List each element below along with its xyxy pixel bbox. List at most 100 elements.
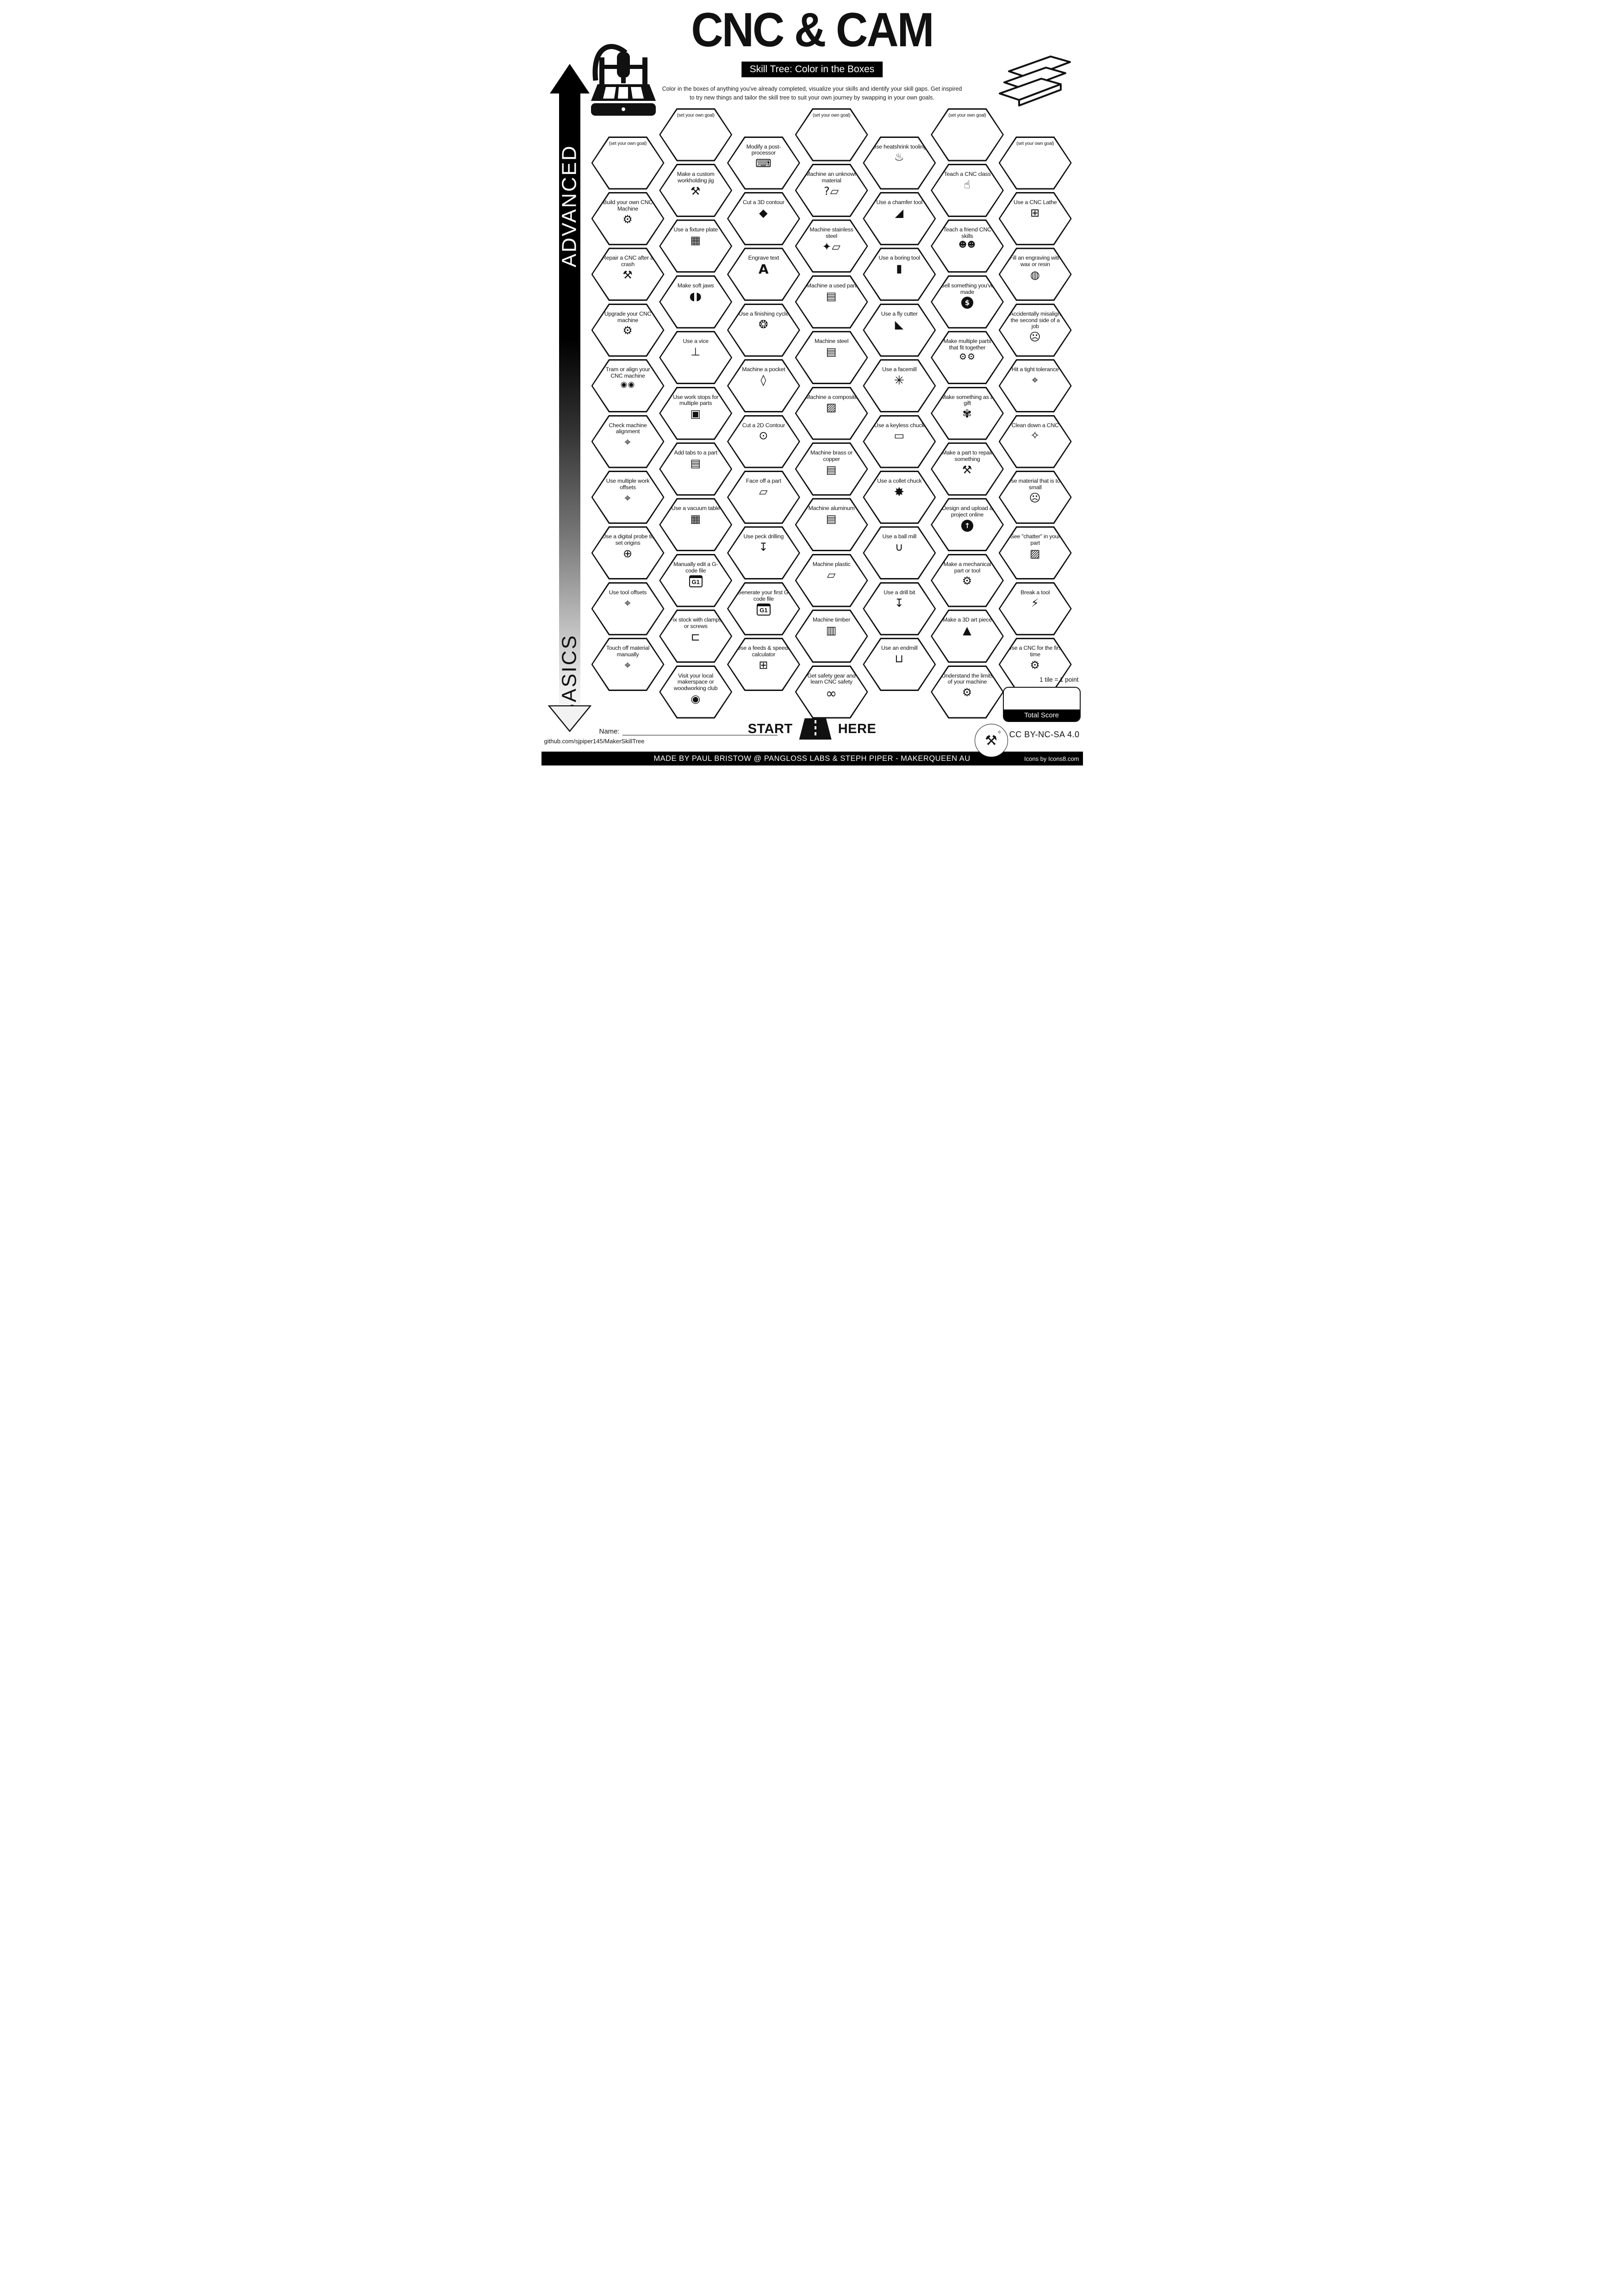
poster: CNC & CAM Skill Tree: Color in the Boxes… (541, 0, 1083, 765)
hex-set-your-own-goal[interactable]: (set your own goal) (795, 108, 868, 162)
hex-cut-a-2d-contour[interactable]: Cut a 2D Contour ⊙ (727, 415, 800, 468)
caliper-icon: ⌖ (624, 658, 631, 672)
hex-use-heatshrink-tooling[interactable]: Use heatshrink tooling ♨ (863, 136, 936, 190)
hex-understand-the-limits-of-your-machine[interactable]: Understand the limits of your machine ⚙ (931, 665, 1004, 719)
hex-machine-a-composite[interactable]: Machine a composite ▨ (795, 386, 868, 440)
hex-machine-aluminum[interactable]: Machine aluminum ▤ (795, 498, 868, 552)
hex-see-chatter-in-your-part[interactable]: See "chatter" in your part ▨ (998, 526, 1072, 580)
hex-repair-a-cnc-after-a-crash[interactable]: Repair a CNC after a crash ⚒ (591, 248, 665, 301)
caliper-icon: ⌖ (624, 436, 631, 449)
hex-machine-brass-or-copper[interactable]: Machine brass or copper ▤ (795, 442, 868, 496)
hex-teach-a-friend-cnc-skills[interactable]: Teach a friend CNC skills ☻☻ (931, 219, 1004, 273)
hex-use-a-keyless-chuck[interactable]: Use a keyless chuck ▭ (863, 415, 936, 468)
hex-machine-a-used-part[interactable]: Machine a used part ▤ (795, 275, 868, 329)
hex-tram-or-align-your-cnc-machine[interactable]: Tram or align your CNC machine ◉◉ (591, 359, 665, 413)
hex-machine-stainless-steel[interactable]: Machine stainless steel ✦▱ (795, 219, 868, 273)
cnc-mill-icon: ⚙ (962, 686, 973, 699)
hex-set-your-own-goal[interactable]: (set your own goal) (931, 108, 1004, 162)
hex-make-multiple-parts-that-fit-together[interactable]: Make multiple parts that fit together ⚙⚙ (931, 331, 1004, 385)
hex-use-a-vice[interactable]: Use a vice ⊥ (659, 331, 733, 385)
hex-set-your-own-goal[interactable]: (set your own goal) (659, 108, 733, 162)
hex-make-a-part-to-repair-something[interactable]: Make a part to repair something ⚒ (931, 442, 1004, 496)
cnc-router-machine-icon (591, 44, 656, 116)
hex-label: Cut a 2D Contour (742, 422, 785, 429)
hex-manually-edit-a-g-code-file[interactable]: Manually edit a G-code file G1 (659, 554, 733, 607)
hex-clean-down-a-cnc[interactable]: Clean down a CNC ✧ (998, 415, 1072, 468)
hex-label: Modify a post-processor (746, 143, 781, 156)
hex-visit-your-local-makerspace-or-woodworking-club[interactable]: Visit your local makerspace or woodworki… (659, 665, 733, 719)
work-stops-icon: ▣ (690, 407, 702, 421)
easel-icon: ▲ (963, 623, 972, 637)
description-line2: to try new things and tailor the skill t… (690, 94, 934, 101)
hex-make-a-mechanical-part-or-tool[interactable]: Make a mechanical part or tool ⚙ (931, 554, 1004, 607)
hex-use-multiple-work-offsets[interactable]: Use multiple work offsets ⌖ (591, 470, 665, 524)
hex-inner: Machine steel ▤ (796, 332, 867, 383)
hex-label: Use a fixture plate (673, 226, 718, 233)
hex-use-a-boring-tool[interactable]: Use a boring tool ▮ (863, 248, 936, 301)
hex-make-a-custom-workholding-jig[interactable]: Make a custom workholding jig ⚒ (659, 163, 733, 217)
vice-icon: ⊥ (691, 345, 701, 358)
hex-make-something-as-a-gift[interactable]: Make something as a gift ✾ (931, 386, 1004, 440)
hex-get-safety-gear-and-learn-cnc-safety[interactable]: Get safety gear and learn CNC safety ∞ (795, 665, 868, 719)
hex-make-a-3d-art-piece[interactable]: Make a 3D art piece ▲ (931, 610, 1004, 663)
hex-generate-your-first-g-code-file[interactable]: Generate your first G-code file G1 (727, 582, 800, 635)
hex-use-a-ball-mill[interactable]: Use a ball mill ∪ (863, 526, 936, 580)
hex-design-and-upload-a-project-online[interactable]: Design and upload a project online ↑ (931, 498, 1004, 552)
hex-fix-stock-with-clamps-or-screws[interactable]: Fix stock with clamps or screws ⊏ (659, 610, 733, 663)
hex-use-a-digital-probe-to-set-origins[interactable]: Use a digital probe to set origins ⊕ (591, 526, 665, 580)
tile-point-note: 1 tile = 1 point (1039, 676, 1079, 683)
hex-use-peck-drilling[interactable]: Use peck drilling ↧ (727, 526, 800, 580)
name-field[interactable]: Name: (599, 728, 778, 735)
hex-inner: (set your own goal) (796, 109, 867, 160)
hex-use-a-fly-cutter[interactable]: Use a fly cutter ◣ (863, 303, 936, 357)
hex-fill-an-engraving-with-wax-or-resin[interactable]: Fill an engraving with wax or resin ◍ (998, 248, 1072, 301)
hex-machine-an-unknown-material[interactable]: Machine an unknown material ?▱ (795, 163, 868, 217)
hex-label: Manually edit a G-code file (673, 560, 718, 574)
hex-break-a-tool[interactable]: Break a tool ⚡ (998, 582, 1072, 635)
road-icon (799, 718, 832, 740)
hex-machine-a-pocket[interactable]: Machine a pocket ◊ (727, 359, 800, 413)
hex-machine-steel[interactable]: Machine steel ▤ (795, 331, 868, 385)
hex-use-tool-offsets[interactable]: Use tool offsets ⌖ (591, 582, 665, 635)
hex-use-a-cnc-for-the-first-time[interactable]: Use a CNC for the first time ⚙ (998, 638, 1072, 691)
hex-use-a-facemill[interactable]: Use a facemill ✳ (863, 359, 936, 413)
hex-accidentally-misalign-the-second-side-of-a-job[interactable]: Accidentally misalign the second side of… (998, 303, 1072, 357)
hex-use-a-finishing-cycle[interactable]: Use a finishing cycle ❂ (727, 303, 800, 357)
hex-inner: Cut a 2D Contour ⊙ (728, 416, 799, 467)
hex-cut-a-3d-contour[interactable]: Cut a 3D contour ◆ (727, 192, 800, 245)
hex-inner: Generate your first G-code file G1 (728, 583, 799, 634)
broken-tool-spark-icon: ⚡ (1031, 596, 1039, 610)
total-score-box[interactable]: Total Score (1002, 687, 1081, 722)
name-blank-line[interactable] (622, 728, 778, 735)
hex-use-a-vacuum-table[interactable]: Use a vacuum table ▦ (659, 498, 733, 552)
hex-make-soft-jaws[interactable]: Make soft jaws ◖◗ (659, 275, 733, 329)
hex-machine-timber[interactable]: Machine timber ▥ (795, 610, 868, 663)
hex-use-work-stops-for-multiple-parts[interactable]: Use work stops for multiple parts ▣ (659, 386, 733, 440)
hex-use-material-that-is-too-small[interactable]: Use material that is too small ☹ (998, 470, 1072, 524)
hex-label: Machine a composite (805, 393, 858, 400)
hex-use-a-fixture-plate[interactable]: Use a fixture plate ▦ (659, 219, 733, 273)
hex-teach-a-cnc-class[interactable]: Teach a CNC class ☝ (931, 163, 1004, 217)
hex-upgrade-your-cnc-machine[interactable]: Upgrade your CNC machine ⚙ (591, 303, 665, 357)
hex-inner: Use a ball mill ∪ (864, 528, 935, 579)
hex-face-off-a-part[interactable]: Face off a part ▱ (727, 470, 800, 524)
hex-machine-plastic[interactable]: Machine plastic ▱ (795, 554, 868, 607)
hex-use-a-collet-chuck[interactable]: Use a collet chuck ✸ (863, 470, 936, 524)
hex-label: Machine an unknown material (805, 170, 858, 184)
hex-check-machine-alignment[interactable]: Check machine alignment ⌖ (591, 415, 665, 468)
hex-use-an-endmill[interactable]: Use an endmill ⊔ (863, 638, 936, 691)
hex-modify-a-post-processor[interactable]: Modify a post-processor ⌨ (727, 136, 800, 190)
hex-sell-something-you-ve-made[interactable]: Sell something you've made $ (931, 275, 1004, 329)
hex-use-a-drill-bit[interactable]: Use a drill bit ↧ (863, 582, 936, 635)
hex-add-tabs-to-a-part[interactable]: Add tabs to a part ▤ (659, 442, 733, 496)
hex-set-your-own-goal[interactable]: (set your own goal) (591, 136, 665, 190)
hex-use-a-chamfer-tool[interactable]: Use a chamfer tool ◢ (863, 192, 936, 245)
hex-hit-a-tight-tolerance[interactable]: Hit a tight tolerance ⌖ (998, 359, 1072, 413)
hex-set-your-own-goal[interactable]: (set your own goal) (998, 136, 1072, 190)
hex-use-a-cnc-lathe[interactable]: Use a CNC Lathe ⊞ (998, 192, 1072, 245)
hex-touch-off-material-manually[interactable]: Touch off material manually ⌖ (591, 638, 665, 691)
hex-engrave-text[interactable]: Engrave text A (727, 248, 800, 301)
hex-build-your-own-cnc-machine[interactable]: Build your own CNC Machine ⚙ (591, 192, 665, 245)
score-write-area[interactable] (1004, 688, 1080, 709)
hex-use-a-feeds-speeds-calculator[interactable]: Use a feeds & speeds calculator ⊞ (727, 638, 800, 691)
